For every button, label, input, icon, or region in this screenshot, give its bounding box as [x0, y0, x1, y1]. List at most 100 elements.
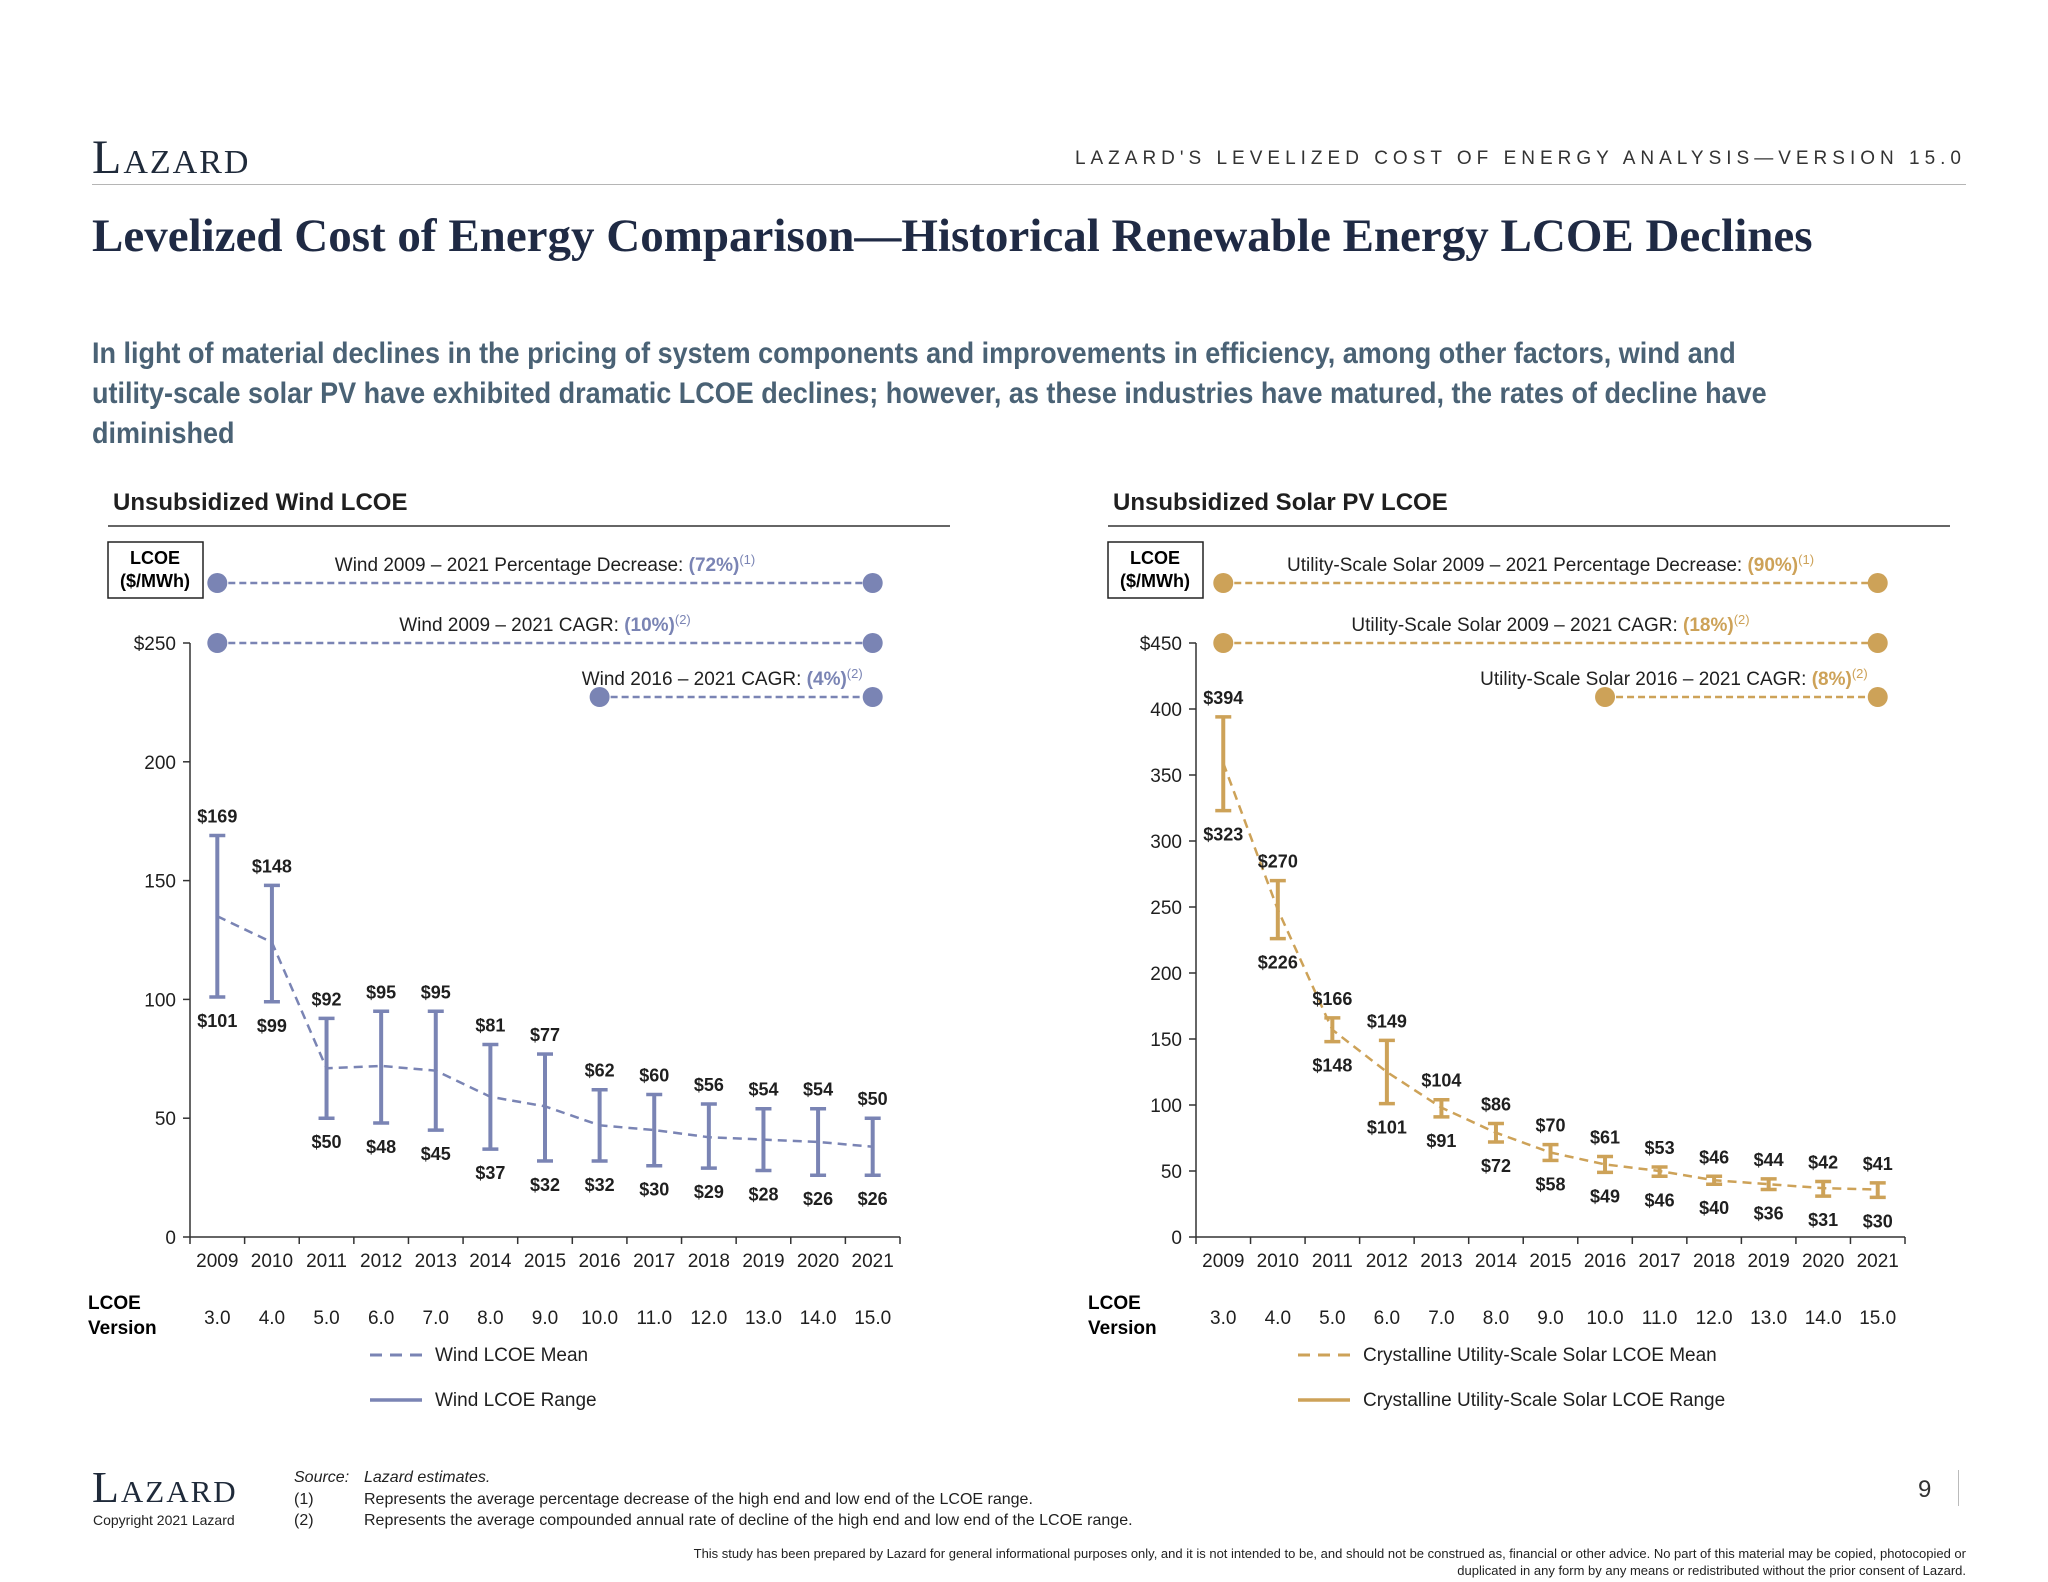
y-tick-label: $450	[1140, 634, 1182, 655]
version-label: 7.0	[1428, 1308, 1454, 1329]
low-data-label: $32	[585, 1175, 615, 1195]
version-label: 6.0	[368, 1308, 394, 1329]
solar-lcoe-chart: Unsubsidized Solar PV LCOE LCOE ($/MWh) Uti…	[1088, 489, 1950, 1411]
x-tick-label: 2012	[1366, 1251, 1408, 1272]
high-data-label: $95	[366, 982, 396, 1002]
version-label: 11.0	[1642, 1308, 1678, 1329]
high-data-label: $61	[1590, 1127, 1620, 1147]
x-tick-label: 2012	[360, 1251, 402, 1272]
annotation-label: Utility-Scale Solar 2009 – 2021 Percenta…	[1287, 552, 1814, 576]
high-data-label: $53	[1645, 1138, 1675, 1158]
y-tick-label: 350	[1150, 766, 1182, 787]
version-label: 14.0	[800, 1308, 837, 1329]
version-label: 6.0	[1374, 1308, 1400, 1329]
range-bar	[864, 1116, 881, 1177]
annotation-footnote: (1)	[1798, 552, 1814, 567]
low-data-label: $101	[197, 1011, 237, 1031]
annotation-1: Wind 2009 – 2021 Percentage Decrease: (7…	[207, 552, 883, 593]
chart-title: Unsubsidized Wind LCOE	[113, 489, 407, 516]
y-tick-label: 100	[1150, 1096, 1182, 1117]
low-data-label: $72	[1481, 1156, 1511, 1176]
y-tick-label: 150	[1150, 1030, 1182, 1051]
range-bar	[1597, 1154, 1614, 1175]
high-data-label: $62	[585, 1061, 615, 1081]
high-data-label: $81	[475, 1016, 505, 1036]
y-tick-label: 50	[1161, 1162, 1182, 1183]
range-bar	[646, 1092, 663, 1168]
high-data-label: $60	[639, 1065, 669, 1085]
unit-box	[1107, 541, 1204, 599]
version-label: 5.0	[1319, 1308, 1345, 1329]
annotation-text: Utility-Scale Solar 2009 – 2021 CAGR:	[1351, 615, 1683, 636]
x-tick-label: 2017	[1638, 1251, 1680, 1272]
annotation-footnote: (2)	[1852, 666, 1868, 681]
annotation-value: (90%)	[1747, 555, 1798, 576]
x-tick-label: 2015	[1529, 1251, 1571, 1272]
high-data-label: $46	[1699, 1147, 1729, 1167]
y-tick-label: 50	[155, 1109, 176, 1130]
version-label: 11.0	[636, 1308, 672, 1329]
high-data-label: $44	[1754, 1150, 1784, 1170]
annotation-label: Wind 2009 – 2021 Percentage Decrease: (7…	[335, 552, 755, 576]
low-data-label: $30	[1863, 1211, 1893, 1231]
version-label: 10.0	[581, 1308, 618, 1329]
annotation-start-dot	[207, 573, 228, 593]
high-data-label: $41	[1863, 1154, 1893, 1174]
low-data-label: $226	[1258, 953, 1298, 973]
header-tagline: LAZARD'S LEVELIZED COST OF ENERGY ANALYS…	[1074, 148, 1966, 169]
annotation-value: (72%)	[689, 555, 740, 576]
x-tick-label: 2015	[524, 1251, 566, 1272]
annotation-value: (10%)	[624, 615, 675, 636]
high-data-label: $54	[748, 1080, 778, 1100]
low-data-label: $91	[1426, 1131, 1456, 1151]
annotation-text: Utility-Scale Solar 2009 – 2021 Percenta…	[1287, 555, 1747, 576]
y-tick-label: 150	[144, 872, 176, 893]
version-label: 4.0	[1265, 1308, 1291, 1329]
high-data-label: $42	[1808, 1153, 1838, 1173]
low-data-label: $99	[257, 1016, 287, 1036]
footnote-text: Represents the average percentage decrea…	[364, 1491, 1033, 1508]
version-row-label: Version	[88, 1318, 157, 1339]
annotation-end-dot	[862, 687, 883, 707]
version-label: 8.0	[1483, 1308, 1509, 1329]
x-tick-label: 2014	[1475, 1251, 1518, 1272]
x-tick-label: 2021	[852, 1251, 894, 1272]
high-data-label: $54	[803, 1080, 833, 1100]
page-number-divider	[1958, 1470, 1959, 1506]
version-label: 12.0	[1696, 1308, 1733, 1329]
annotation-label: Utility-Scale Solar 2009 – 2021 CAGR: (1…	[1351, 612, 1749, 636]
footnote-1: (1) Represents the average percentage dec…	[294, 1491, 1033, 1509]
high-data-label: $95	[421, 982, 451, 1002]
footnote-marker: (1)	[294, 1491, 314, 1508]
annotation-value: (18%)	[1683, 615, 1734, 636]
annotation-text: Wind 2016 – 2021 CAGR:	[582, 669, 807, 690]
low-data-label: $36	[1754, 1203, 1784, 1223]
x-tick-label: 2016	[1584, 1251, 1626, 1272]
annotation-3: Wind 2016 – 2021 CAGR: (4%)(2)	[582, 666, 883, 707]
annotation-footnote: (1)	[739, 552, 755, 567]
unit-box-line: LCOE	[1130, 548, 1180, 568]
annotation-footnote: (2)	[847, 666, 863, 681]
annotation-footnote: (2)	[1734, 612, 1750, 627]
source-text: Lazard estimates.	[364, 1469, 491, 1486]
legend-range-label: Wind LCOE Range	[435, 1390, 597, 1411]
high-data-label: $56	[694, 1075, 724, 1095]
low-data-label: $26	[803, 1189, 833, 1209]
range-bar	[810, 1106, 827, 1177]
high-data-label: $104	[1421, 1071, 1461, 1091]
annotation-start-dot	[207, 633, 228, 653]
source-note: Source: Lazard estimates.	[294, 1469, 490, 1487]
annotation-end-dot	[1867, 687, 1888, 707]
y-tick-label: 250	[1150, 898, 1182, 919]
version-label: 13.0	[1750, 1308, 1787, 1329]
low-data-label: $48	[366, 1137, 396, 1157]
low-data-label: $28	[748, 1184, 778, 1204]
low-data-label: $148	[1312, 1056, 1352, 1076]
version-label: 5.0	[313, 1308, 339, 1329]
x-tick-label: 2014	[469, 1251, 512, 1272]
range-bar	[1869, 1181, 1886, 1200]
footnote-2: (2) Represents the average compounded ann…	[294, 1512, 1133, 1530]
high-data-label: $70	[1535, 1116, 1565, 1136]
annotation-start-dot	[589, 687, 610, 707]
range-bar	[1378, 1038, 1395, 1106]
